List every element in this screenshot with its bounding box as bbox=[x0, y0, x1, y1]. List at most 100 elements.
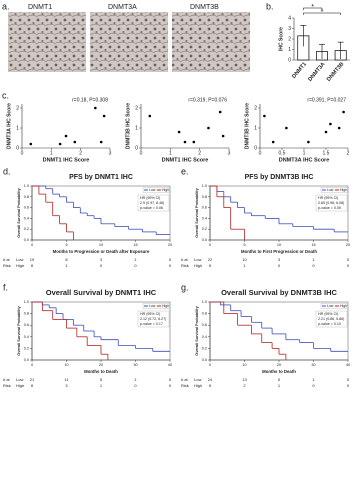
x-tick-label: 1 bbox=[303, 150, 306, 156]
x-tick-label: 10 bbox=[242, 363, 246, 367]
risk-count: 0 bbox=[169, 263, 172, 268]
chart-title: Overall Survival by DNMT1 IHC bbox=[46, 288, 157, 297]
y-axis-label: DNMT3A IHC Score bbox=[6, 103, 12, 149]
x-axis-label: Months to Progression or Death after Exp… bbox=[53, 249, 150, 254]
annotation: r=0.391, P=0.027 bbox=[307, 97, 346, 103]
risk-count: 5 bbox=[209, 263, 212, 268]
x-tick-label: 2 bbox=[347, 150, 350, 156]
risk-count: 19 bbox=[30, 257, 35, 262]
point bbox=[29, 142, 33, 146]
risk-count: 0 bbox=[278, 263, 281, 268]
x-tick-label: 5 bbox=[243, 243, 245, 247]
x-tick-label: 20 bbox=[99, 363, 103, 367]
y-tick-label: 0 bbox=[288, 57, 291, 63]
risk-label: Risk bbox=[181, 383, 189, 388]
legend-box bbox=[320, 187, 348, 193]
y-tick-label: 0.8 bbox=[24, 195, 29, 199]
y-tick-label: 2 bbox=[288, 36, 291, 42]
legend-label: High bbox=[162, 304, 169, 308]
hr-text: p-value = 0.06 bbox=[140, 206, 163, 210]
hr-text: 2.9 (0.97, 8.46) bbox=[140, 201, 164, 205]
hr-text: HR (95% CI) bbox=[140, 312, 160, 316]
point bbox=[218, 110, 222, 114]
chart-title: Overall Survival by DNMT3B IHC bbox=[221, 288, 337, 297]
risk-count: 1 bbox=[312, 377, 315, 382]
x-axis-label: Months to First Progression or Death bbox=[241, 249, 317, 254]
risk-count: 1 bbox=[100, 383, 103, 388]
point bbox=[102, 114, 106, 118]
point bbox=[192, 140, 196, 144]
x-tick-label: 1 bbox=[169, 150, 172, 156]
x-tick-label: 0 bbox=[31, 363, 33, 367]
risk-count: 5 bbox=[100, 377, 103, 382]
hr-text: p-value = 0.10 bbox=[318, 322, 341, 326]
risk-row-name: Low bbox=[16, 377, 23, 382]
risk-label: # at bbox=[3, 257, 11, 262]
y-tick-label: 0 bbox=[254, 145, 257, 151]
x-tick-label: 5 bbox=[65, 243, 67, 247]
risk-count: 0 bbox=[347, 383, 350, 388]
hr-box bbox=[315, 194, 348, 212]
risk-count: 2 bbox=[243, 383, 246, 388]
point bbox=[285, 126, 288, 130]
point bbox=[271, 140, 275, 144]
point bbox=[177, 130, 181, 134]
y-tick-label: 1.0 bbox=[202, 184, 207, 188]
y-tick-label: 1.0 bbox=[24, 300, 29, 304]
significance-bracket bbox=[303, 7, 323, 10]
risk-row-name: High bbox=[194, 263, 202, 268]
x-tick-label: 10 bbox=[99, 243, 103, 247]
significance-bracket bbox=[303, 12, 341, 15]
chart-title: PFS by DNMT1 IHC bbox=[69, 174, 133, 181]
risk-count: 0 bbox=[134, 263, 137, 268]
risk-label: Risk bbox=[3, 383, 11, 388]
x-tick-label: 40 bbox=[168, 363, 172, 367]
y-axis-label: DNMT3B IHC Score bbox=[244, 103, 250, 149]
x-tick-label: 1.5 bbox=[323, 150, 330, 156]
legend-label: High bbox=[340, 304, 347, 308]
x-tick-label: DNMT3B bbox=[326, 61, 345, 82]
risk-count: 0 bbox=[169, 257, 172, 262]
risk-count: 0 bbox=[347, 257, 350, 262]
y-tick-label: 0.8 bbox=[202, 195, 207, 199]
x-tick-label: 40 bbox=[346, 363, 350, 367]
y-tick-label: 0.0 bbox=[24, 358, 29, 362]
significance-mark: * bbox=[321, 9, 324, 16]
point bbox=[342, 110, 345, 114]
risk-label: Risk bbox=[181, 263, 189, 268]
x-tick-label: 10 bbox=[277, 243, 281, 247]
legend-label: Low bbox=[327, 304, 334, 308]
point bbox=[183, 140, 187, 144]
y-tick-label: 0 bbox=[135, 145, 138, 151]
risk-count: 0 bbox=[134, 383, 137, 388]
risk-count: 22 bbox=[208, 257, 213, 262]
hr-text: HR (95% CI) bbox=[318, 312, 338, 316]
x-tick-label: 1 bbox=[50, 150, 53, 156]
risk-count: 8 bbox=[31, 383, 34, 388]
y-tick-label: 0.2 bbox=[24, 227, 29, 231]
x-tick-label: 15 bbox=[133, 243, 137, 247]
panel-label: e. bbox=[181, 166, 189, 176]
annotation: r=0.319, P=0.076 bbox=[188, 97, 227, 103]
y-tick-label: 0 bbox=[16, 145, 19, 151]
y-tick-label: 1.0 bbox=[24, 184, 29, 188]
y-tick-label: 0.4 bbox=[202, 335, 207, 339]
micrograph bbox=[172, 12, 250, 72]
point bbox=[324, 130, 328, 134]
hr-text: 2.65 (0.98, 6.08) bbox=[318, 201, 344, 205]
risk-count: 1 bbox=[134, 257, 137, 262]
risk-count: 1 bbox=[312, 257, 315, 262]
risk-count: 11 bbox=[64, 377, 69, 382]
legend-box bbox=[320, 303, 348, 309]
y-axis-label: Overall Survival Probability bbox=[195, 305, 199, 355]
risk-count: 0 bbox=[312, 263, 315, 268]
risk-count: 3 bbox=[100, 257, 103, 262]
x-tick-label: 3 bbox=[228, 150, 231, 156]
hr-box bbox=[137, 194, 170, 212]
point bbox=[58, 142, 62, 146]
panel-label: f. bbox=[3, 282, 8, 292]
y-axis-label: Overall Survival Probability bbox=[17, 187, 21, 237]
hr-box bbox=[137, 310, 170, 328]
legend-label: High bbox=[162, 188, 169, 192]
